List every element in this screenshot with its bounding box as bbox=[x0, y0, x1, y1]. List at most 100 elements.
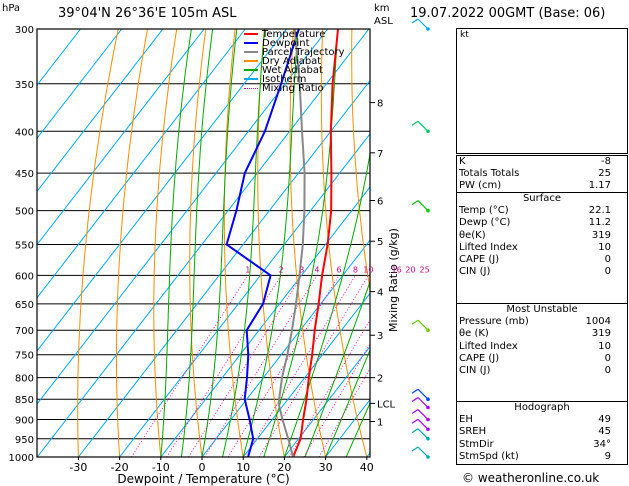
temperature-tick-label: 10 bbox=[236, 461, 250, 474]
legend-label: Isotherm bbox=[262, 74, 307, 85]
km-tick-label: 7 bbox=[377, 149, 383, 160]
km-tick-label: 1 bbox=[377, 418, 383, 429]
index-label: SREH bbox=[459, 426, 487, 438]
mixing-ratio-value-label: 4 bbox=[314, 265, 319, 274]
isotherm-line bbox=[37, 29, 123, 140]
legend-swatch bbox=[244, 51, 258, 53]
dry-adiabat-line bbox=[153, 29, 178, 457]
index-label: Pressure (mb) bbox=[459, 316, 529, 328]
index-row: θe(K) 319 bbox=[457, 230, 627, 242]
pressure-tick-label: 350 bbox=[15, 80, 34, 91]
isotherm-line bbox=[284, 345, 370, 457]
pressure-tick-label: 800 bbox=[15, 374, 34, 385]
temperature-tick-label: 0 bbox=[199, 461, 206, 474]
isotherm-line bbox=[37, 29, 287, 352]
index-value: 1004 bbox=[585, 316, 611, 328]
legend-label: Wet Adiabat bbox=[262, 65, 323, 76]
wind-barb bbox=[411, 396, 430, 410]
wet-adiabat-line bbox=[325, 348, 370, 457]
pressure-tick-label: 650 bbox=[15, 300, 34, 311]
dry-adiabat-line bbox=[351, 29, 370, 293]
section-title: Surface bbox=[522, 193, 562, 204]
km-tick-label: 2 bbox=[377, 374, 383, 385]
mixing-ratio-value-label: 6 bbox=[337, 265, 342, 274]
index-value: 10 bbox=[598, 241, 611, 253]
index-row: SREH 45 bbox=[457, 426, 627, 438]
wet-adiabat-line bbox=[263, 29, 339, 457]
mixing-ratio-value-label: 2 bbox=[279, 265, 284, 274]
legend-swatch bbox=[244, 78, 258, 80]
hodograph-panel: kt bbox=[456, 28, 628, 154]
index-value: 0 bbox=[604, 254, 611, 266]
km-tick-label: 3 bbox=[377, 331, 383, 342]
wind-barb bbox=[411, 120, 430, 134]
legend-swatch bbox=[244, 42, 258, 44]
index-value: 1.17 bbox=[588, 180, 611, 192]
legend-item: Temperature bbox=[244, 29, 345, 40]
wind-barb bbox=[411, 388, 430, 402]
index-label: Totals Totals bbox=[459, 168, 520, 180]
index-row: K -8 bbox=[457, 156, 627, 168]
isotherm-line bbox=[160, 186, 370, 457]
dry-adiabat-line bbox=[116, 29, 148, 457]
pressure-tick-label: 900 bbox=[15, 416, 34, 427]
index-value: 45 bbox=[598, 426, 611, 438]
mixing-ratio-value-label: 25 bbox=[420, 265, 430, 274]
wind-barb bbox=[411, 200, 430, 213]
mixing-ratio-value-label: 16 bbox=[392, 265, 402, 274]
index-row: CAPE (J) 0 bbox=[457, 254, 627, 266]
isotherm-line bbox=[119, 133, 370, 457]
mixing-ratio-line bbox=[204, 275, 318, 457]
legend-item: Isotherm bbox=[244, 74, 345, 85]
index-row: StmDir 34° bbox=[457, 439, 627, 451]
pressure-tick-label: 550 bbox=[15, 240, 34, 251]
km-tick-label: 5 bbox=[377, 237, 383, 248]
isotherm-line bbox=[37, 29, 370, 457]
dry-adiabat-line bbox=[320, 29, 368, 457]
wet-adiabat-line bbox=[160, 29, 192, 457]
isotherm-line bbox=[37, 29, 329, 405]
index-row: Lifted Index 10 bbox=[457, 341, 627, 353]
index-label: CAPE (J) bbox=[459, 352, 500, 364]
index-value: 0 bbox=[604, 352, 611, 364]
index-value: 319 bbox=[591, 229, 611, 241]
legend-label: Temperature bbox=[262, 29, 326, 40]
index-row: Totals Totals 25 bbox=[457, 168, 627, 180]
pressure-tick-label: 400 bbox=[15, 127, 34, 138]
index-value: 11.2 bbox=[588, 217, 611, 229]
index-value: 9 bbox=[604, 450, 611, 462]
pressure-tick-label: 700 bbox=[15, 326, 34, 337]
index-label: PW (cm) bbox=[459, 180, 502, 192]
index-row: CIN (J) 0 bbox=[457, 365, 627, 377]
section-title: Hodograph bbox=[514, 402, 570, 413]
wet-adiabat-line bbox=[304, 280, 370, 457]
km-tick-label: 8 bbox=[377, 99, 383, 110]
index-row: θe (K) 319 bbox=[457, 328, 627, 340]
wet-adiabat-line bbox=[283, 150, 370, 457]
x-axis-label: Dewpoint / Temperature (°C) bbox=[117, 472, 289, 486]
index-row: Temp (°C) 22.1 bbox=[457, 205, 627, 217]
mixing-ratio-line bbox=[188, 275, 303, 457]
pressure-tick-label: 750 bbox=[15, 351, 34, 362]
legend-item: Dewpoint bbox=[244, 39, 345, 49]
isotherm-line bbox=[37, 29, 164, 193]
legend-item: Dry Adiabat bbox=[244, 57, 345, 67]
dry-adiabat-line bbox=[189, 29, 207, 457]
dry-adiabat-line bbox=[223, 29, 244, 457]
index-label: θe (K) bbox=[459, 328, 489, 340]
index-value: 319 bbox=[591, 328, 611, 340]
mixing-ratio-line bbox=[227, 275, 340, 457]
wind-barb bbox=[411, 418, 430, 432]
surface-panel: Surface Temp (°C) 22.1 Dewp (°C) 11.2 θe(K) 31… bbox=[456, 192, 628, 305]
wet-adiabat-line bbox=[201, 29, 238, 457]
hodograph-kt-label: kt bbox=[460, 30, 469, 40]
location-label: 39°04'N 26°36'E 105m ASL bbox=[58, 6, 237, 21]
legend-label: Parcel Trajectory bbox=[262, 47, 345, 58]
mixing-ratio-value-label: 3 bbox=[299, 265, 304, 274]
mixing-ratio-value-label: 8 bbox=[353, 265, 358, 274]
legend-swatch bbox=[244, 33, 258, 35]
index-value: 0 bbox=[604, 365, 611, 377]
legend-swatch bbox=[244, 69, 258, 71]
most-unstable-panel: Most Unstable Pressure (mb) 1004 θe (K) 319 L… bbox=[456, 303, 628, 403]
isotherm-line bbox=[37, 29, 205, 246]
